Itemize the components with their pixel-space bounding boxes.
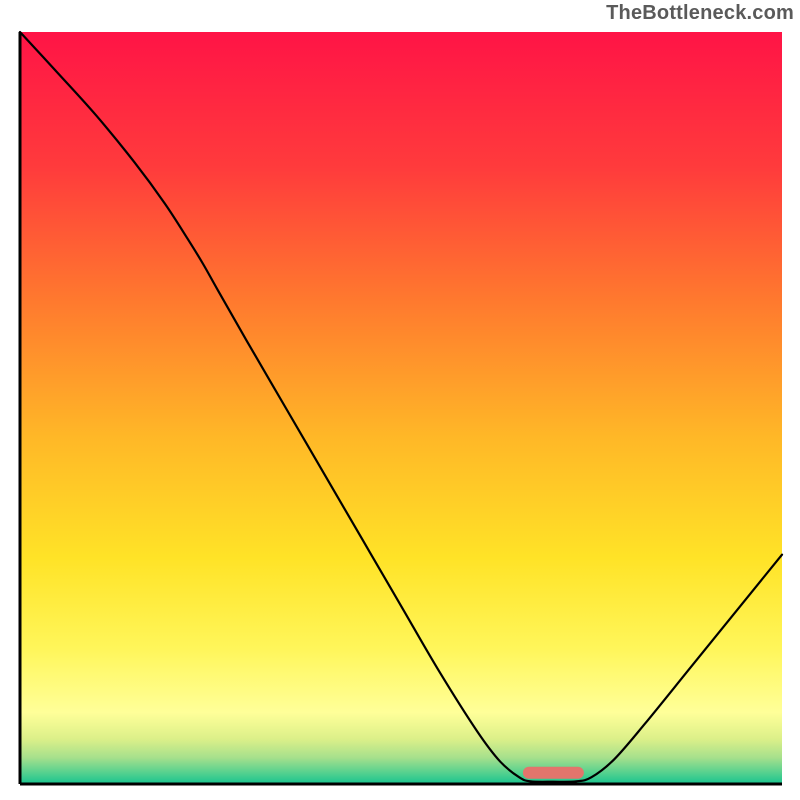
bottleneck-curve-plot <box>0 0 800 800</box>
optimal-range-marker <box>523 767 584 779</box>
chart-container: TheBottleneck.com <box>0 0 800 800</box>
watermark-label: TheBottleneck.com <box>606 2 794 25</box>
plot-background <box>20 32 782 784</box>
